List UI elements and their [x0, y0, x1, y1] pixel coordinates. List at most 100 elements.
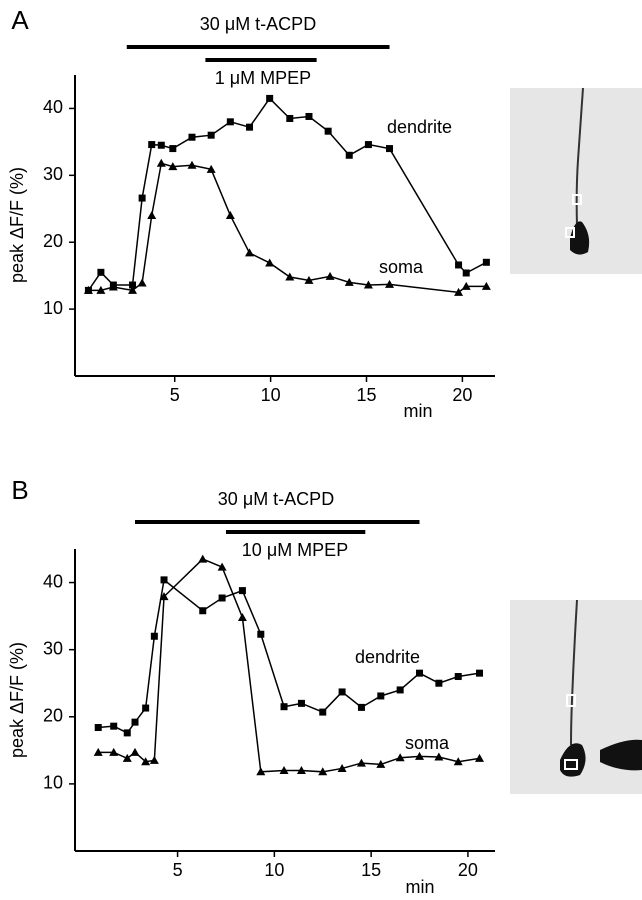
- data-point: [285, 272, 295, 281]
- x-tick-label: 20: [452, 385, 472, 405]
- data-point: [462, 269, 470, 277]
- data-point: [396, 686, 404, 694]
- panel-label: A: [11, 5, 29, 35]
- data-point: [148, 141, 156, 149]
- data-point: [141, 757, 151, 766]
- data-point: [131, 718, 139, 726]
- data-point: [109, 747, 119, 756]
- data-point: [476, 669, 484, 677]
- x-tick-label: 10: [261, 385, 281, 405]
- y-tick-label: 30: [43, 638, 63, 658]
- y-axis-label: peak ΔF/F (%): [7, 642, 27, 758]
- data-point: [337, 763, 347, 772]
- series-label: dendrite: [387, 117, 452, 137]
- data-point: [110, 722, 118, 730]
- data-point: [159, 592, 169, 601]
- data-point: [217, 562, 227, 571]
- data-point: [296, 765, 306, 774]
- data-point: [96, 285, 106, 294]
- x-axis-label: min: [403, 401, 432, 421]
- x-tick-label: 15: [361, 860, 381, 880]
- data-point: [206, 164, 216, 173]
- data-point: [157, 141, 165, 149]
- drug-label: 1 μM MPEP: [215, 68, 311, 88]
- data-point: [385, 279, 395, 288]
- data-point: [286, 114, 294, 122]
- data-point: [454, 673, 462, 681]
- y-tick-label: 20: [43, 706, 63, 726]
- data-point: [160, 576, 168, 584]
- data-point: [142, 704, 150, 712]
- data-point: [280, 703, 288, 711]
- drug-label: 30 μM t-ACPD: [200, 14, 316, 34]
- data-point: [138, 194, 146, 202]
- data-point: [344, 277, 354, 286]
- data-point: [168, 162, 178, 171]
- series-label: soma: [405, 733, 450, 753]
- data-point: [475, 753, 485, 762]
- data-point: [225, 210, 235, 219]
- data-point: [453, 757, 463, 766]
- x-tick-label: 15: [356, 385, 376, 405]
- data-point: [245, 248, 255, 257]
- data-point: [415, 751, 425, 760]
- data-point: [279, 765, 289, 774]
- data-point: [376, 759, 386, 768]
- data-point: [265, 258, 275, 267]
- data-point: [324, 127, 332, 135]
- data-point: [386, 145, 394, 153]
- panel-label: B: [11, 475, 28, 505]
- data-point: [297, 699, 305, 707]
- data-point: [226, 118, 234, 126]
- series-line: [88, 162, 487, 294]
- data-point: [128, 285, 138, 294]
- data-point: [305, 112, 313, 120]
- data-point: [325, 271, 335, 280]
- y-tick-label: 10: [43, 773, 63, 793]
- series-label: dendrite: [355, 647, 420, 667]
- series-line: [87, 97, 487, 291]
- micrograph-b: [510, 599, 642, 794]
- data-point: [364, 141, 372, 149]
- data-point: [93, 747, 103, 756]
- data-point: [108, 282, 118, 291]
- y-axis-label: peak ΔF/F (%): [7, 167, 27, 283]
- x-tick-label: 5: [173, 860, 183, 880]
- data-point: [435, 679, 443, 687]
- drug-label: 30 μM t-ACPD: [218, 489, 334, 509]
- y-tick-label: 10: [43, 298, 63, 318]
- data-point: [149, 755, 159, 764]
- y-tick-label: 30: [43, 164, 63, 184]
- data-point: [246, 123, 254, 131]
- data-point: [97, 268, 105, 276]
- data-point: [187, 160, 197, 169]
- data-point: [377, 692, 385, 700]
- data-point: [461, 281, 471, 290]
- data-point: [363, 280, 373, 289]
- data-point: [319, 708, 327, 716]
- data-point: [137, 278, 147, 287]
- y-tick-label: 40: [43, 97, 63, 117]
- data-point: [238, 587, 246, 595]
- data-point: [198, 554, 208, 563]
- x-axis-label: min: [405, 877, 434, 897]
- data-point: [169, 145, 177, 153]
- series-line: [98, 558, 480, 773]
- data-point: [199, 607, 207, 615]
- data-point: [83, 285, 93, 294]
- data-point: [256, 767, 266, 776]
- x-tick-label: 20: [458, 860, 478, 880]
- data-point: [481, 281, 491, 290]
- data-point: [416, 669, 424, 677]
- data-point: [147, 210, 157, 219]
- data-point: [454, 287, 464, 296]
- data-point: [237, 612, 247, 621]
- data-point: [434, 752, 444, 761]
- data-point: [356, 758, 366, 767]
- y-tick-label: 20: [43, 231, 63, 251]
- data-point: [130, 747, 140, 756]
- data-point: [122, 753, 132, 762]
- data-point: [318, 767, 328, 776]
- data-point: [188, 133, 196, 141]
